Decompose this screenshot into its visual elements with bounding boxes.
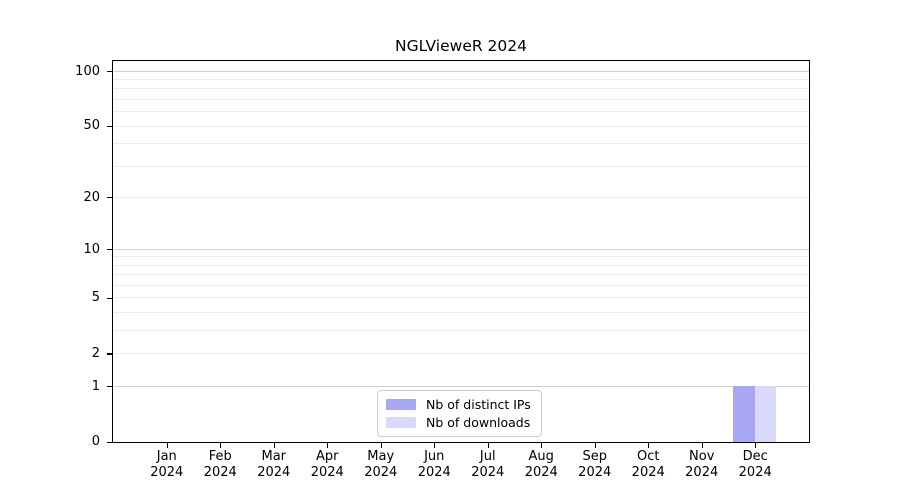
- y-axis-tick: [107, 386, 112, 388]
- bar-downloads: [754, 386, 777, 442]
- chart-title: NGLVieweR 2024: [395, 37, 527, 55]
- x-tick-label: Aug 2024: [509, 449, 573, 481]
- x-tick-label-month: Dec: [742, 449, 768, 464]
- x-tick-label-year: 2024: [524, 465, 558, 480]
- gridline-minor: [113, 274, 809, 276]
- x-tick-label-month: Aug: [528, 449, 554, 464]
- x-tick-label-month: Apr: [316, 449, 339, 464]
- x-axis-tick: [755, 443, 757, 448]
- y-axis-tick: [107, 441, 112, 443]
- x-axis-tick: [541, 443, 543, 448]
- gridline-minor: [113, 111, 809, 113]
- x-tick-label-year: 2024: [310, 465, 344, 480]
- y-tick-label: 100: [75, 63, 100, 79]
- gridline-minor: [113, 99, 809, 101]
- gridline-minor: [113, 165, 809, 167]
- y-tick-label: 50: [83, 118, 100, 134]
- gridline-minor: [113, 88, 809, 90]
- legend-label-distinct-ips: Nb of distinct IPs: [426, 397, 531, 412]
- x-tick-label-year: 2024: [471, 465, 505, 480]
- x-tick-label-year: 2024: [364, 465, 398, 480]
- x-tick-label-month: Jun: [424, 449, 445, 464]
- gridline-minor: [113, 79, 809, 81]
- x-tick-label-month: Nov: [689, 449, 715, 464]
- gridline-minor: [113, 196, 809, 198]
- x-tick-label-year: 2024: [257, 465, 291, 480]
- x-tick-label-month: Jan: [156, 449, 177, 464]
- legend-item-distinct-ips: Nb of distinct IPs: [386, 397, 531, 412]
- gridline-minor: [113, 312, 809, 314]
- x-axis-tick: [166, 443, 168, 448]
- x-axis-tick: [380, 443, 382, 448]
- x-tick-label: Mar 2024: [242, 449, 306, 481]
- y-axis-tick: [107, 125, 112, 128]
- x-tick-label: Apr 2024: [295, 449, 359, 481]
- y-tick-label: 1: [91, 378, 100, 394]
- x-tick-label: Oct 2024: [616, 449, 680, 481]
- x-tick-label: Dec 2024: [723, 449, 787, 481]
- x-tick-label: Sep 2024: [563, 449, 627, 481]
- x-tick-label: Jul 2024: [456, 449, 520, 481]
- x-tick-label-month: Jul: [479, 449, 496, 464]
- gridline-minor: [113, 297, 809, 299]
- y-tick-label: 2: [91, 345, 100, 361]
- gridline-minor: [113, 353, 809, 355]
- gridline-major: [113, 70, 809, 72]
- x-axis-tick: [701, 443, 703, 448]
- y-axis-tick: [107, 249, 112, 251]
- x-tick-label-year: 2024: [417, 465, 451, 480]
- y-axis-tick: [107, 71, 112, 73]
- x-tick-label: Nov 2024: [670, 449, 734, 481]
- x-axis-tick: [487, 443, 489, 448]
- x-tick-label-year: 2024: [738, 465, 772, 480]
- x-tick-label-year: 2024: [685, 465, 719, 480]
- x-axis-tick: [648, 443, 650, 448]
- legend-swatch-distinct-ips: [386, 399, 416, 410]
- x-tick-label-month: Oct: [636, 449, 660, 464]
- x-axis-tick: [434, 443, 436, 448]
- gridline-minor: [113, 285, 809, 287]
- legend: Nb of distinct IPs Nb of downloads: [377, 390, 542, 437]
- legend-swatch-downloads: [386, 417, 416, 428]
- x-tick-label-month: Feb: [208, 449, 232, 464]
- legend-item-downloads: Nb of downloads: [386, 415, 531, 430]
- y-tick-label: 0: [91, 434, 100, 450]
- legend-label-downloads: Nb of downloads: [426, 415, 531, 430]
- gridline-minor: [113, 256, 809, 258]
- gridline-major: [113, 385, 809, 387]
- gridline-minor: [113, 330, 809, 332]
- x-tick-label-year: 2024: [631, 465, 665, 480]
- x-tick-label-month: May: [367, 449, 395, 464]
- y-tick-label: 10: [83, 241, 100, 257]
- y-tick-label: 20: [83, 189, 100, 205]
- gridline-major: [113, 248, 809, 250]
- y-axis-tick: [107, 197, 112, 199]
- x-axis-tick: [327, 443, 329, 448]
- y-tick-label: 5: [91, 290, 100, 306]
- x-tick-label-month: Mar: [261, 449, 287, 464]
- x-axis-tick: [273, 443, 275, 448]
- y-axis-tick: [107, 297, 112, 299]
- x-tick-label: Feb 2024: [188, 449, 252, 481]
- x-tick-label-month: Sep: [582, 449, 607, 464]
- bar-distinct-ips: [733, 386, 755, 442]
- x-tick-label: Jun 2024: [402, 449, 466, 481]
- plot-area: [112, 60, 810, 443]
- x-tick-label-year: 2024: [203, 465, 237, 480]
- x-tick-label: Jan 2024: [135, 449, 199, 481]
- y-axis-tick: [107, 353, 112, 355]
- x-tick-label: May 2024: [349, 449, 413, 481]
- x-axis-tick: [220, 443, 222, 448]
- gridline-minor: [113, 264, 809, 266]
- gridline-minor: [113, 143, 809, 145]
- gridline-minor: [113, 125, 809, 127]
- x-axis-tick: [594, 443, 596, 448]
- x-tick-label-year: 2024: [578, 465, 612, 480]
- x-tick-label-year: 2024: [150, 465, 184, 480]
